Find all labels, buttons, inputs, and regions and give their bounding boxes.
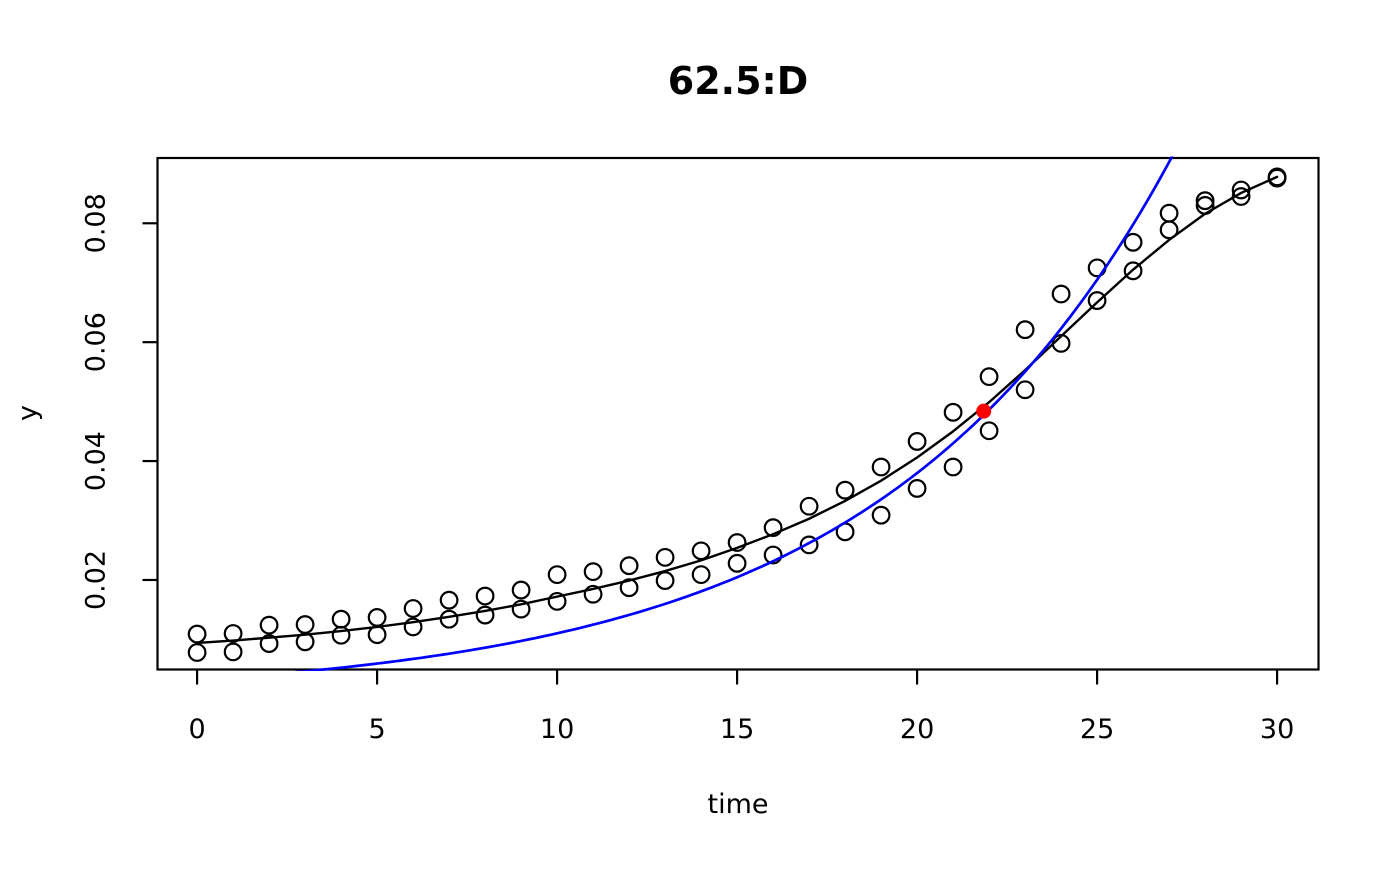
data-point bbox=[1159, 220, 1179, 240]
highlight-point bbox=[976, 403, 992, 419]
data-point bbox=[871, 457, 891, 477]
sigmoid-fit-curve bbox=[195, 175, 1279, 645]
y-tick-label: 0.08 bbox=[80, 193, 111, 253]
data-point bbox=[1195, 191, 1215, 211]
x-tick-label: 10 bbox=[540, 714, 574, 745]
data-point bbox=[511, 580, 531, 600]
chart-title: 62.5:D bbox=[668, 59, 809, 103]
data-point bbox=[655, 571, 675, 590]
data-point bbox=[1123, 261, 1143, 281]
data-point bbox=[367, 608, 387, 627]
x-tick-label: 20 bbox=[900, 714, 934, 745]
data-point bbox=[871, 505, 891, 525]
data-point bbox=[799, 496, 819, 516]
x-tick-label: 5 bbox=[369, 714, 386, 745]
data-point bbox=[799, 535, 819, 555]
data-point bbox=[943, 402, 963, 422]
data-point bbox=[403, 617, 423, 637]
data-point bbox=[1267, 168, 1287, 188]
x-tick-label: 0 bbox=[189, 714, 206, 745]
data-point bbox=[187, 624, 207, 644]
data-point bbox=[547, 565, 567, 585]
y-tick-label: 0.06 bbox=[80, 312, 111, 372]
data-point bbox=[583, 584, 603, 604]
data-point bbox=[907, 432, 927, 451]
data-point bbox=[763, 518, 783, 538]
data-point bbox=[295, 615, 315, 634]
exponential-fit-curve bbox=[293, 156, 1174, 671]
x-axis: 0 5 10 15 20 25 30 bbox=[189, 669, 1294, 745]
data-point bbox=[1159, 203, 1179, 223]
data-point bbox=[187, 643, 207, 662]
data-point bbox=[1123, 232, 1143, 252]
data-point bbox=[403, 599, 423, 618]
scatter-points bbox=[187, 167, 1287, 662]
data-point bbox=[979, 421, 999, 441]
plot-area bbox=[187, 156, 1287, 671]
data-point bbox=[439, 609, 459, 629]
data-point bbox=[331, 609, 351, 629]
data-point bbox=[1015, 380, 1035, 400]
data-point bbox=[259, 615, 279, 635]
data-point bbox=[511, 599, 531, 619]
data-point bbox=[763, 545, 783, 565]
data-point bbox=[727, 533, 747, 552]
data-point bbox=[259, 634, 279, 653]
data-point bbox=[691, 565, 711, 585]
data-point bbox=[331, 625, 351, 645]
data-point bbox=[1087, 291, 1107, 310]
x-axis-label: time bbox=[707, 789, 768, 820]
data-point bbox=[475, 586, 495, 606]
data-point bbox=[907, 479, 927, 498]
y-tick-label: 0.04 bbox=[80, 431, 111, 491]
x-tick-label: 30 bbox=[1260, 714, 1294, 745]
data-point bbox=[439, 590, 459, 610]
data-point bbox=[943, 457, 963, 477]
data-point bbox=[979, 367, 999, 387]
data-point bbox=[223, 642, 243, 662]
data-point bbox=[1051, 284, 1071, 304]
y-axis: 0.02 0.04 0.06 0.08 bbox=[80, 193, 158, 610]
plot-frame bbox=[156, 156, 1320, 671]
data-point bbox=[619, 556, 639, 576]
data-point bbox=[367, 625, 387, 645]
data-point bbox=[583, 562, 603, 582]
x-tick-label: 15 bbox=[720, 714, 754, 745]
data-point bbox=[727, 553, 747, 573]
data-point bbox=[655, 547, 675, 567]
data-point bbox=[835, 480, 855, 500]
data-point bbox=[547, 591, 567, 611]
data-point bbox=[475, 605, 495, 625]
y-axis-label: y bbox=[12, 405, 43, 421]
y-tick-label: 0.02 bbox=[80, 550, 111, 610]
data-point bbox=[1015, 320, 1035, 340]
x-tick-label: 25 bbox=[1080, 714, 1114, 745]
data-point bbox=[691, 541, 711, 561]
